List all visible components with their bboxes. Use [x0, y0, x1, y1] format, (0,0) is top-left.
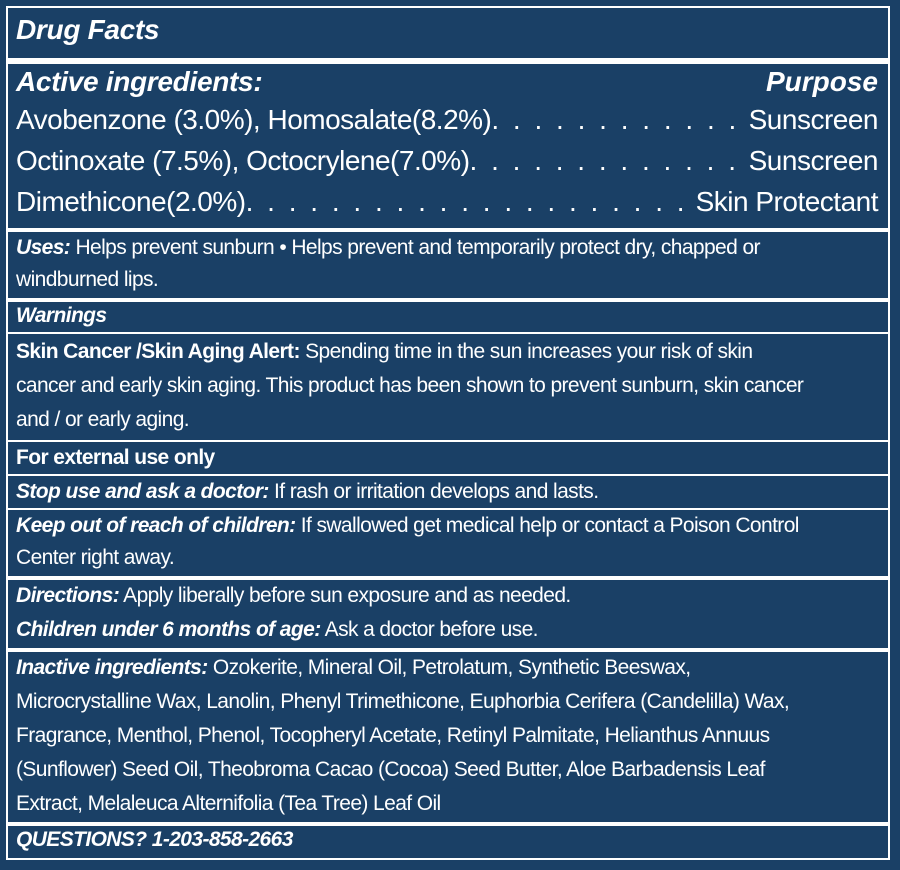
section-divider	[8, 822, 888, 826]
drug-facts-title: Drug Facts	[16, 14, 160, 45]
skin-alert-line-2: cancer and early skin aging. This produc…	[16, 374, 804, 397]
leader-dots: . . . . . . . . . . . . . . . . . . . . …	[491, 104, 748, 135]
directions-text: Apply liberally before sun exposure and …	[119, 584, 571, 607]
questions-line: QUESTIONS? 1-203-858-2663	[16, 828, 293, 851]
inactive-line-5: Extract, Melaleuca Alternifolia (Tea Tre…	[16, 792, 441, 815]
warnings-divider	[8, 332, 888, 334]
ingredient-name: Dimethicone(2.0%)	[16, 186, 246, 217]
active-ingredient-row: Avobenzone (3.0%), Homosalate(8.2%) . . …	[16, 104, 879, 138]
drug-facts-panel: Drug Facts Active ingredients: Purpose A…	[6, 6, 890, 860]
uses-line-1: Uses: Helps prevent sunburn • Helps prev…	[16, 236, 761, 260]
keep-out-line-2: Center right away.	[16, 546, 175, 569]
ingredient-purpose: Skin Protectant	[695, 186, 879, 217]
purpose-heading: Purpose	[765, 66, 878, 97]
warnings-divider	[8, 508, 888, 510]
active-ingredient-row: Dimethicone(2.0%) . . . . . . . . . . . …	[16, 186, 879, 220]
directions-label: Directions:	[16, 584, 120, 607]
skin-alert-line-3: and / or early aging.	[16, 408, 190, 431]
stop-use-text: If rash or irritation develops and lasts…	[268, 480, 599, 503]
ingredient-name: Avobenzone (3.0%), Homosalate(8.2%)	[16, 104, 492, 135]
section-divider	[8, 298, 888, 302]
children-label: Children under 6 months of age:	[16, 618, 321, 641]
ingredient-name: Octinoxate (7.5%), Octocrylene(7.0%)	[16, 145, 470, 176]
ingredient-purpose: Sunscreen	[748, 145, 879, 176]
keep-out-label: Keep out of reach of children:	[16, 514, 296, 537]
leader-dots: . . . . . . . . . . . . . . . . . . . . …	[469, 145, 749, 176]
uses-label: Uses:	[16, 236, 71, 259]
inactive-line-2: Microcrystalline Wax, Lanolin, Phenyl Tr…	[16, 690, 790, 713]
children-text: Ask a doctor before use.	[320, 618, 539, 641]
skin-alert-label: Skin Cancer /Skin Aging Alert:	[16, 340, 300, 363]
inactive-line-3: Fragrance, Menthol, Phenol, Tocopheryl A…	[16, 724, 770, 747]
warnings-divider	[8, 474, 888, 476]
directions-line: Directions: Apply liberally before sun e…	[16, 584, 571, 608]
section-divider	[8, 228, 888, 232]
inactive-line-1: Inactive ingredients: Ozokerite, Mineral…	[16, 656, 691, 680]
uses-line-2: windburned lips.	[16, 268, 159, 291]
section-divider	[8, 576, 888, 580]
inactive-label: Inactive ingredients:	[16, 656, 208, 679]
warnings-divider	[8, 440, 888, 442]
skin-alert-line-1: Skin Cancer /Skin Aging Alert: Spending …	[16, 340, 753, 364]
children-line: Children under 6 months of age: Ask a do…	[16, 618, 539, 642]
ingredient-purpose: Sunscreen	[748, 104, 879, 135]
skin-alert-text: Spending time in the sun increases your …	[299, 340, 753, 363]
inactive-text: Ozokerite, Mineral Oil, Petrolatum, Synt…	[207, 656, 691, 679]
inactive-line-4: (Sunflower) Seed Oil, Theobroma Cacao (C…	[16, 758, 766, 781]
keep-out-text: If swallowed get medical help or contact…	[295, 514, 800, 537]
stop-use-line: Stop use and ask a doctor: If rash or ir…	[16, 480, 599, 504]
uses-text: Helps prevent sunburn • Helps prevent an…	[70, 236, 760, 259]
active-ingredient-row: Octinoxate (7.5%), Octocrylene(7.0%) . .…	[16, 145, 879, 179]
stop-use-label: Stop use and ask a doctor:	[16, 480, 269, 503]
keep-out-line-1: Keep out of reach of children: If swallo…	[16, 514, 799, 538]
external-use-text: For external use only	[16, 446, 215, 469]
active-ingredients-heading: Active ingredients:	[16, 66, 263, 97]
section-divider	[8, 648, 888, 652]
warnings-heading: Warnings	[16, 304, 107, 327]
leader-dots: . . . . . . . . . . . . . . . . . . . . …	[245, 186, 696, 217]
title-divider	[8, 58, 888, 64]
